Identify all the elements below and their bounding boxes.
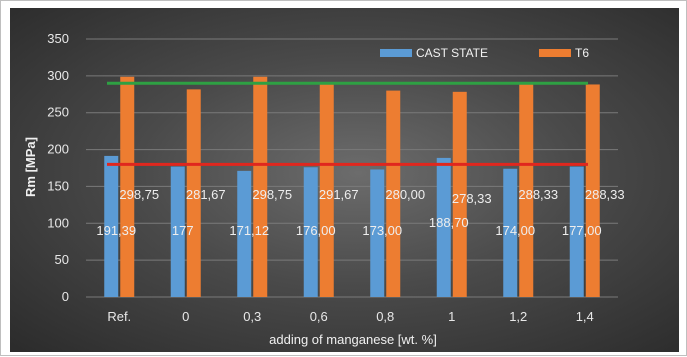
y-tick-labels: 0 50 100 150 200 250 300 350 [47, 31, 69, 304]
bar-t6 [585, 84, 600, 298]
x-tick-label: 1,2 [509, 309, 527, 324]
x-tick-label: 0 [182, 309, 189, 324]
bar-t6 [186, 89, 201, 297]
legend-label: CAST STATE [416, 46, 488, 60]
x-tick-label: 0,8 [376, 309, 394, 324]
data-label-cast-state: 191,39 [96, 223, 136, 238]
bar-t6 [452, 91, 467, 298]
x-tick-label: 1 [448, 309, 455, 324]
data-label-cast-state: 176,00 [296, 223, 336, 238]
data-labels: 298,75 191,39 281,67 177 298,75 171,12 291,67 1… [96, 187, 624, 238]
bar-t6 [253, 76, 268, 298]
x-tick-label: 0,6 [310, 309, 328, 324]
data-label-cast-state: 171,12 [229, 223, 269, 238]
data-label-t6: 278,33 [452, 191, 492, 206]
data-label-t6: 291,67 [319, 187, 359, 202]
x-axis-title: adding of manganese [wt. %] [269, 332, 437, 347]
bar-cast-state [370, 169, 385, 297]
bar-cast-state [170, 166, 185, 297]
y-axis-title: Rm [MPa] [23, 137, 38, 197]
legend-swatch [380, 49, 412, 57]
y-tick-label: 200 [47, 142, 69, 157]
x-tick-label: Ref. [107, 309, 131, 324]
bar-cast-state [104, 155, 119, 297]
y-tick-label: 150 [47, 178, 69, 193]
reference-lines [107, 81, 588, 166]
data-label-t6: 280,00 [385, 187, 425, 202]
data-label-t6: 288,33 [518, 187, 558, 202]
bar-t6 [120, 76, 135, 298]
data-label-cast-state: 174,00 [495, 223, 535, 238]
bar-cast-state [503, 168, 518, 297]
data-label-t6: 281,67 [186, 187, 226, 202]
data-label-cast-state: 177 [172, 223, 194, 238]
bars [104, 76, 600, 298]
x-tick-label: 1,4 [576, 309, 594, 324]
data-label-t6: 298,75 [252, 187, 292, 202]
bar-cast-state [436, 157, 451, 297]
bar-t6 [519, 84, 534, 298]
bar-cast-state [237, 170, 252, 297]
x-tick-label: 0,3 [243, 309, 261, 324]
bar-cast-state [569, 166, 584, 297]
x-tick-labels: Ref. 0 0,3 0,6 0,8 1 1,2 1,4 [107, 309, 593, 324]
y-tick-label: 250 [47, 105, 69, 120]
data-label-cast-state: 177,00 [562, 223, 602, 238]
y-tick-label: 100 [47, 215, 69, 230]
data-label-cast-state: 173,00 [362, 223, 402, 238]
legend-label: T6 [575, 46, 589, 60]
legend-swatch [539, 49, 571, 57]
legend: CAST STATE T6 [380, 46, 589, 60]
data-label-t6: 298,75 [119, 187, 159, 202]
gridlines [86, 38, 618, 298]
y-tick-label: 0 [62, 289, 69, 304]
data-label-cast-state: 188,70 [429, 215, 469, 230]
y-tick-label: 50 [55, 252, 69, 267]
y-tick-label: 300 [47, 68, 69, 83]
bar-t6 [386, 90, 401, 297]
bar-t6 [319, 81, 334, 297]
bar-cast-state [303, 167, 318, 297]
data-label-t6: 288,33 [585, 187, 625, 202]
y-tick-label: 350 [47, 31, 69, 46]
